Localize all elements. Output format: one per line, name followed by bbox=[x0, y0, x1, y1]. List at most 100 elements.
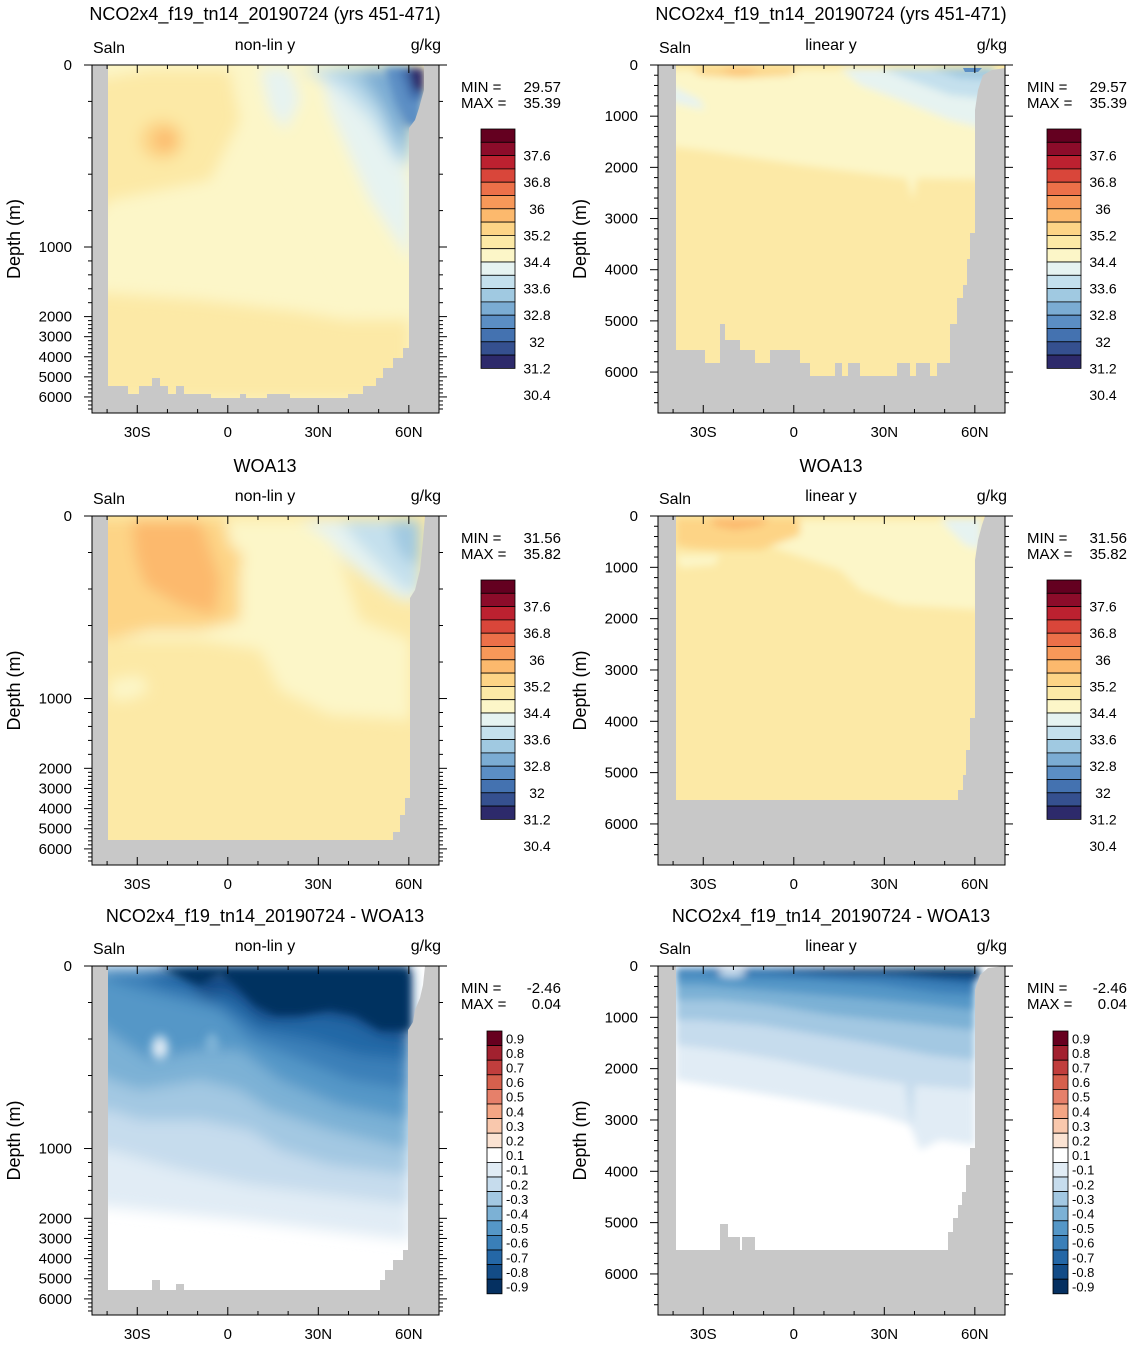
min-value: 29.57 bbox=[1089, 79, 1127, 96]
left-label: Saln bbox=[93, 491, 125, 508]
colorbar-swatch bbox=[1052, 1074, 1069, 1090]
y-axis-label: Depth (m) bbox=[4, 1100, 24, 1180]
x-tick-label: 0 bbox=[224, 876, 232, 893]
right-label: g/kg bbox=[411, 37, 441, 54]
center-label: non-lin y bbox=[235, 938, 295, 955]
colorbar-label: 37.6 bbox=[523, 599, 550, 615]
panel-title: NCO2x4_f19_tn14_20190724 (yrs 451-471) bbox=[89, 4, 440, 25]
colorbar-label: 0.1 bbox=[506, 1148, 524, 1163]
colorbar-label: 33.6 bbox=[1089, 732, 1116, 748]
colorbar-swatch bbox=[1052, 1264, 1069, 1280]
colorbar-swatch bbox=[1046, 699, 1082, 714]
colorbar-label: -0.1 bbox=[506, 1163, 528, 1178]
colorbar-swatch bbox=[480, 792, 516, 807]
y-tick-label: 5000 bbox=[605, 313, 638, 330]
colorbar-swatch bbox=[480, 779, 516, 794]
colorbar-swatch bbox=[1046, 712, 1082, 727]
axes-obs-nonlin: 30S 0 30N 60N 0 1000 2000 3000 4000 5000 6000 Depth… bbox=[4, 508, 561, 893]
colorbar-label: 36 bbox=[1095, 652, 1111, 668]
colorbar-swatch bbox=[1052, 1191, 1069, 1207]
min-label: MIN = bbox=[461, 530, 502, 547]
y-tick-label: 1000 bbox=[605, 108, 638, 125]
colorbar-swatch bbox=[1052, 1162, 1069, 1178]
colorbar-label: 0.9 bbox=[1072, 1031, 1090, 1046]
center-label: linear y bbox=[805, 37, 857, 54]
min-label: MIN = bbox=[461, 980, 502, 997]
y-tick-label: 3000 bbox=[39, 329, 72, 346]
colorbar-label: -0.5 bbox=[1072, 1221, 1094, 1236]
colorbar-swatch bbox=[1046, 606, 1082, 621]
colorbar-label: 34.4 bbox=[1089, 705, 1116, 721]
colorbar-label: -0.6 bbox=[506, 1236, 528, 1251]
colorbar-swatch bbox=[486, 1045, 503, 1061]
colorbar-label: 36 bbox=[1095, 201, 1111, 217]
panel-title: NCO2x4_f19_tn14_20190724 (yrs 451-471) bbox=[655, 4, 1006, 25]
y-tick-label: 6000 bbox=[39, 841, 72, 858]
x-tick-label: 30S bbox=[690, 876, 717, 893]
colorbar-label: 30.4 bbox=[523, 387, 550, 403]
colorbar-swatch bbox=[1052, 1045, 1069, 1061]
y-tick-label: 6000 bbox=[605, 364, 638, 381]
min-label: MIN = bbox=[1027, 530, 1068, 547]
colorbar-label: 36.8 bbox=[523, 174, 550, 190]
colorbar-swatch bbox=[486, 1162, 503, 1178]
y-tick-label: 1000 bbox=[605, 1009, 638, 1026]
colorbar-swatch bbox=[1052, 1103, 1069, 1120]
colorbar-swatch bbox=[480, 328, 516, 343]
colorbar-swatch bbox=[1046, 686, 1082, 701]
colorbar-swatch bbox=[1046, 301, 1082, 316]
colorbar-label: 35.2 bbox=[1089, 678, 1116, 694]
colorbar-label: 35.2 bbox=[523, 678, 550, 694]
colorbar-swatch bbox=[1046, 659, 1082, 674]
y-tick-label: 4000 bbox=[39, 349, 72, 366]
colorbar-swatch bbox=[480, 261, 516, 276]
colorbar-swatch bbox=[1052, 1176, 1069, 1193]
y-tick-label: 4000 bbox=[39, 1251, 72, 1268]
y-tick-label: 0 bbox=[630, 958, 638, 975]
colorbar-label: 34.4 bbox=[523, 705, 550, 721]
colorbar-swatch bbox=[486, 1147, 503, 1163]
max-label: MAX = bbox=[1027, 996, 1073, 1013]
colorbar-swatch bbox=[486, 1118, 503, 1134]
colorbar-swatch bbox=[480, 341, 516, 356]
axes-diff-nonlin: 30S 0 30N 60N 0 1000 2000 3000 4000 5000 6000 Depth… bbox=[4, 958, 561, 1343]
min-value: -2.46 bbox=[1093, 980, 1127, 997]
colorbar-swatch bbox=[1046, 725, 1082, 740]
panel-diff-linear: NCO2x4_f19_tn14_20190724 - WOA13 Saln li… bbox=[657, 906, 1007, 1316]
colorbar-swatch bbox=[480, 168, 516, 183]
colorbar: 37.6 36.8 36 35.2 34.4 33.6 32.8 32 31.2 30.4 bbox=[480, 128, 551, 403]
y-tick-label: 2000 bbox=[39, 1210, 72, 1227]
right-label: g/kg bbox=[977, 938, 1007, 955]
colorbar-swatch bbox=[480, 155, 516, 170]
colorbar-swatch bbox=[1046, 208, 1082, 223]
x-tick-label: 60N bbox=[961, 1326, 989, 1343]
left-label: Saln bbox=[93, 40, 125, 57]
colorbar-swatch bbox=[480, 288, 516, 303]
colorbar-label: 0.7 bbox=[1072, 1061, 1090, 1076]
max-value: 35.39 bbox=[523, 95, 561, 112]
panel-model-nonlin: NCO2x4_f19_tn14_20190724 (yrs 451-471) S… bbox=[89, 4, 441, 414]
colorbar-swatch bbox=[1052, 1235, 1069, 1251]
colorbar: 37.6 36.8 36 35.2 34.4 33.6 32.8 32 31.2 30.4 bbox=[1046, 128, 1117, 403]
colorbar-swatch bbox=[480, 141, 516, 157]
colorbar-swatch bbox=[1046, 234, 1082, 250]
panel-title: NCO2x4_f19_tn14_20190724 - WOA13 bbox=[672, 906, 990, 927]
center-label: linear y bbox=[805, 488, 857, 505]
max-label: MAX = bbox=[461, 95, 507, 112]
y-tick-label: 4000 bbox=[39, 801, 72, 818]
y-tick-label: 5000 bbox=[39, 821, 72, 838]
x-tick-label: 30N bbox=[871, 876, 899, 893]
colorbar-swatch bbox=[480, 739, 516, 754]
colorbar-swatch bbox=[1046, 168, 1082, 183]
x-tick-label: 30N bbox=[871, 1326, 899, 1343]
colorbar-swatch bbox=[480, 221, 516, 236]
colorbar-swatch bbox=[486, 1264, 503, 1280]
y-tick-label: 2000 bbox=[605, 1061, 638, 1078]
colorbar-label: 32 bbox=[529, 334, 545, 350]
colorbar-label: 31.2 bbox=[523, 811, 550, 827]
left-label: Saln bbox=[659, 491, 691, 508]
colorbar-label: 0.1 bbox=[1072, 1148, 1090, 1163]
panel-obs-linear: WOA13 Saln linear y g/kg bbox=[657, 456, 1007, 866]
colorbar-swatch bbox=[480, 672, 516, 687]
x-tick-label: 0 bbox=[790, 876, 798, 893]
